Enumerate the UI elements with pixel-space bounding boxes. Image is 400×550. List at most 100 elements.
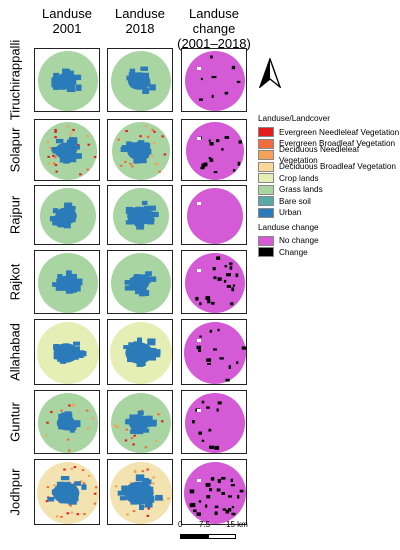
urban-patch: [135, 474, 145, 482]
legend-swatch: [258, 247, 274, 258]
map-cell-rajkot-change: [181, 250, 247, 314]
landcover-patch: [79, 173, 82, 176]
no-data-patch: [197, 137, 201, 140]
change-patch: [200, 166, 205, 170]
change-patch: [211, 75, 217, 79]
change-patch: [213, 348, 217, 351]
legend-swatch: [258, 207, 274, 218]
map-cell-solapur-change: [181, 119, 247, 181]
change-patch: [228, 507, 232, 512]
landcover-patch: [66, 512, 70, 515]
landcover-patch: [66, 125, 70, 128]
urban-patch: [138, 289, 146, 297]
map-disc: [185, 51, 245, 111]
map-disc: [185, 253, 245, 313]
urban-patch: [73, 341, 81, 346]
landcover-patch: [54, 164, 58, 167]
landcover-patch: [68, 404, 71, 407]
urban-patch: [125, 206, 134, 214]
change-patch: [192, 420, 195, 424]
urban-patch: [145, 271, 152, 276]
change-patch: [229, 265, 233, 270]
change-patch: [199, 302, 202, 306]
landcover-patch: [129, 162, 132, 165]
change-patch: [237, 161, 241, 166]
landcover-patch: [126, 513, 129, 516]
urban-patch: [137, 337, 143, 342]
row-label-allahabad: Allahabad: [7, 323, 23, 381]
legend-change-item-0: No change: [258, 235, 400, 247]
landcover-patch: [72, 482, 76, 485]
legend-label: Bare soil: [279, 196, 311, 206]
urban-patch: [51, 80, 59, 88]
change-patch: [236, 80, 241, 83]
change-patch: [230, 483, 235, 487]
landcover-patch: [46, 421, 49, 424]
landcover-patch: [132, 443, 135, 446]
change-patch: [198, 431, 203, 435]
urban-patch: [147, 217, 155, 225]
urban-patch: [141, 478, 149, 485]
change-patch: [198, 98, 203, 101]
map-cell-guntur-2018: [107, 390, 173, 454]
landcover-patch: [119, 164, 123, 167]
landcover-patch: [93, 502, 97, 505]
urban-patch: [125, 220, 134, 225]
change-patch: [231, 505, 235, 509]
urban-patch: [72, 74, 82, 81]
legend-label: Urban: [279, 208, 302, 217]
change-patch: [213, 171, 218, 174]
landcover-patch: [53, 162, 56, 165]
map-disc: [185, 393, 245, 453]
scale-label-0: 0: [178, 520, 183, 529]
urban-patch: [49, 216, 58, 222]
legend-label: Change: [279, 247, 308, 257]
legend: Landuse/Landcover Evergreen Needleleaf V…: [258, 113, 400, 258]
map-cell-solapur-2001: [34, 119, 100, 181]
no-data-patch: [197, 202, 201, 205]
urban-patch: [130, 429, 139, 434]
change-patch: [222, 508, 227, 511]
legend-item-0: Evergreen Needleleaf Vegetation: [258, 127, 400, 139]
urban-patch: [151, 349, 161, 355]
landcover-patch: [161, 135, 165, 138]
row-label-tiruchirappalli: Tiruchirappalli: [7, 39, 23, 121]
landcover-patch: [151, 128, 154, 131]
change-patch: [217, 328, 220, 332]
change-patch: [227, 495, 232, 498]
urban-patch: [51, 146, 59, 152]
map-cell-rajkot-2018: [107, 250, 173, 314]
landcover-patch: [76, 513, 80, 516]
urban-patch: [51, 77, 57, 83]
change-patch: [219, 357, 224, 360]
urban-patch: [52, 219, 61, 226]
landcover-patch: [54, 130, 57, 133]
change-patch: [228, 365, 231, 369]
landcover-patch: [153, 130, 156, 133]
urban-core: [52, 482, 80, 504]
urban-patch: [74, 153, 82, 159]
urban-patch: [140, 428, 150, 433]
landcover-patch: [70, 131, 73, 134]
landcover-patch: [55, 170, 58, 173]
change-patch: [208, 157, 212, 160]
change-patch: [204, 163, 208, 167]
legend-title: Landuse/Landcover: [258, 114, 330, 123]
urban-patch: [75, 84, 82, 91]
landcover-patch: [50, 411, 53, 414]
urban-patch: [155, 494, 163, 501]
legend-item-7: Urban: [258, 207, 400, 219]
landcover-patch: [139, 135, 142, 138]
legend-item-4: Crop lands: [258, 173, 400, 185]
landcover-patch: [54, 156, 57, 159]
urban-core: [128, 415, 150, 431]
urban-patch: [55, 286, 64, 291]
landcover-patch: [47, 162, 50, 165]
landcover-patch: [83, 513, 86, 516]
change-patch: [201, 439, 205, 442]
urban-patch: [74, 481, 81, 486]
landcover-patch: [94, 486, 98, 489]
urban-patch: [64, 411, 72, 418]
no-data-patch: [197, 67, 201, 70]
change-patch: [225, 273, 231, 277]
